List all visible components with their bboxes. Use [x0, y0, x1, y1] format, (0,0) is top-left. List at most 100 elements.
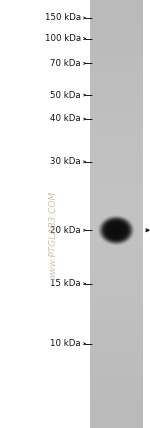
Bar [90, 131, 142, 133]
Bar [90, 419, 142, 422]
Text: 20 kDa: 20 kDa [50, 226, 81, 235]
Bar [90, 212, 142, 214]
Ellipse shape [103, 220, 129, 241]
Bar [90, 253, 142, 255]
Bar [90, 285, 142, 287]
Bar [90, 182, 142, 184]
Bar [90, 323, 142, 325]
Bar [90, 6, 142, 9]
Bar [90, 184, 142, 186]
Bar [90, 188, 142, 190]
Bar [90, 126, 142, 128]
Bar [90, 0, 142, 428]
Bar [90, 312, 142, 315]
Bar [90, 244, 142, 246]
Bar [90, 257, 142, 259]
Bar [90, 220, 142, 223]
Bar [90, 26, 142, 28]
Bar [90, 351, 142, 353]
Bar [90, 68, 142, 71]
Bar [90, 66, 142, 68]
Bar [90, 0, 142, 2]
Bar [90, 342, 142, 345]
Bar [90, 64, 142, 66]
Bar [90, 122, 142, 124]
Ellipse shape [103, 220, 129, 241]
Bar [90, 201, 142, 203]
Bar [90, 336, 142, 338]
Bar [90, 28, 142, 30]
Bar [90, 353, 142, 355]
Bar [90, 302, 142, 304]
Bar [90, 143, 142, 146]
Bar [90, 274, 142, 276]
Bar [90, 402, 142, 404]
Bar [90, 21, 142, 24]
Bar [90, 81, 142, 83]
Bar [90, 411, 142, 413]
Ellipse shape [114, 229, 118, 232]
Bar [90, 246, 142, 248]
Bar [90, 13, 142, 15]
Bar [90, 334, 142, 336]
Bar [90, 94, 142, 96]
Bar [90, 165, 142, 167]
Bar [90, 77, 142, 79]
Bar [90, 289, 142, 291]
Bar [90, 315, 142, 317]
Bar [90, 79, 142, 81]
Bar [90, 32, 142, 34]
Bar [90, 19, 142, 21]
Bar [90, 96, 142, 98]
Bar [90, 133, 142, 135]
Bar [90, 385, 142, 387]
Bar [90, 330, 142, 332]
Bar [90, 278, 142, 280]
Bar [90, 17, 142, 19]
Bar [90, 203, 142, 205]
Ellipse shape [107, 223, 126, 238]
Bar [90, 223, 142, 225]
Bar [90, 396, 142, 398]
Bar [90, 413, 142, 415]
Bar [90, 178, 142, 180]
Bar [90, 45, 142, 47]
Bar [90, 394, 142, 396]
Bar [90, 75, 142, 77]
Bar [90, 163, 142, 165]
Bar [90, 392, 142, 394]
Ellipse shape [109, 225, 123, 236]
Bar [90, 327, 142, 330]
Bar [90, 349, 142, 351]
Bar [90, 113, 142, 116]
Bar [90, 265, 142, 268]
Bar [90, 293, 142, 295]
Bar [90, 197, 142, 199]
Bar [90, 347, 142, 349]
Ellipse shape [106, 222, 126, 238]
Bar [90, 190, 142, 193]
Ellipse shape [112, 227, 121, 234]
Ellipse shape [103, 219, 130, 241]
Bar [90, 218, 142, 220]
Bar [90, 238, 142, 240]
Bar [90, 357, 142, 360]
Text: 40 kDa: 40 kDa [50, 114, 81, 124]
Bar [90, 225, 142, 227]
Bar [90, 325, 142, 327]
Bar [90, 250, 142, 253]
Bar [90, 417, 142, 419]
Bar [90, 92, 142, 94]
Bar [90, 135, 142, 137]
Bar [90, 426, 142, 428]
Bar [90, 54, 142, 56]
Bar [90, 261, 142, 263]
Bar [90, 34, 142, 36]
Ellipse shape [113, 228, 119, 233]
Bar [90, 90, 142, 92]
Bar [90, 370, 142, 372]
Bar [90, 36, 142, 39]
Bar [90, 270, 142, 272]
Bar [90, 141, 142, 143]
Bar [90, 355, 142, 357]
